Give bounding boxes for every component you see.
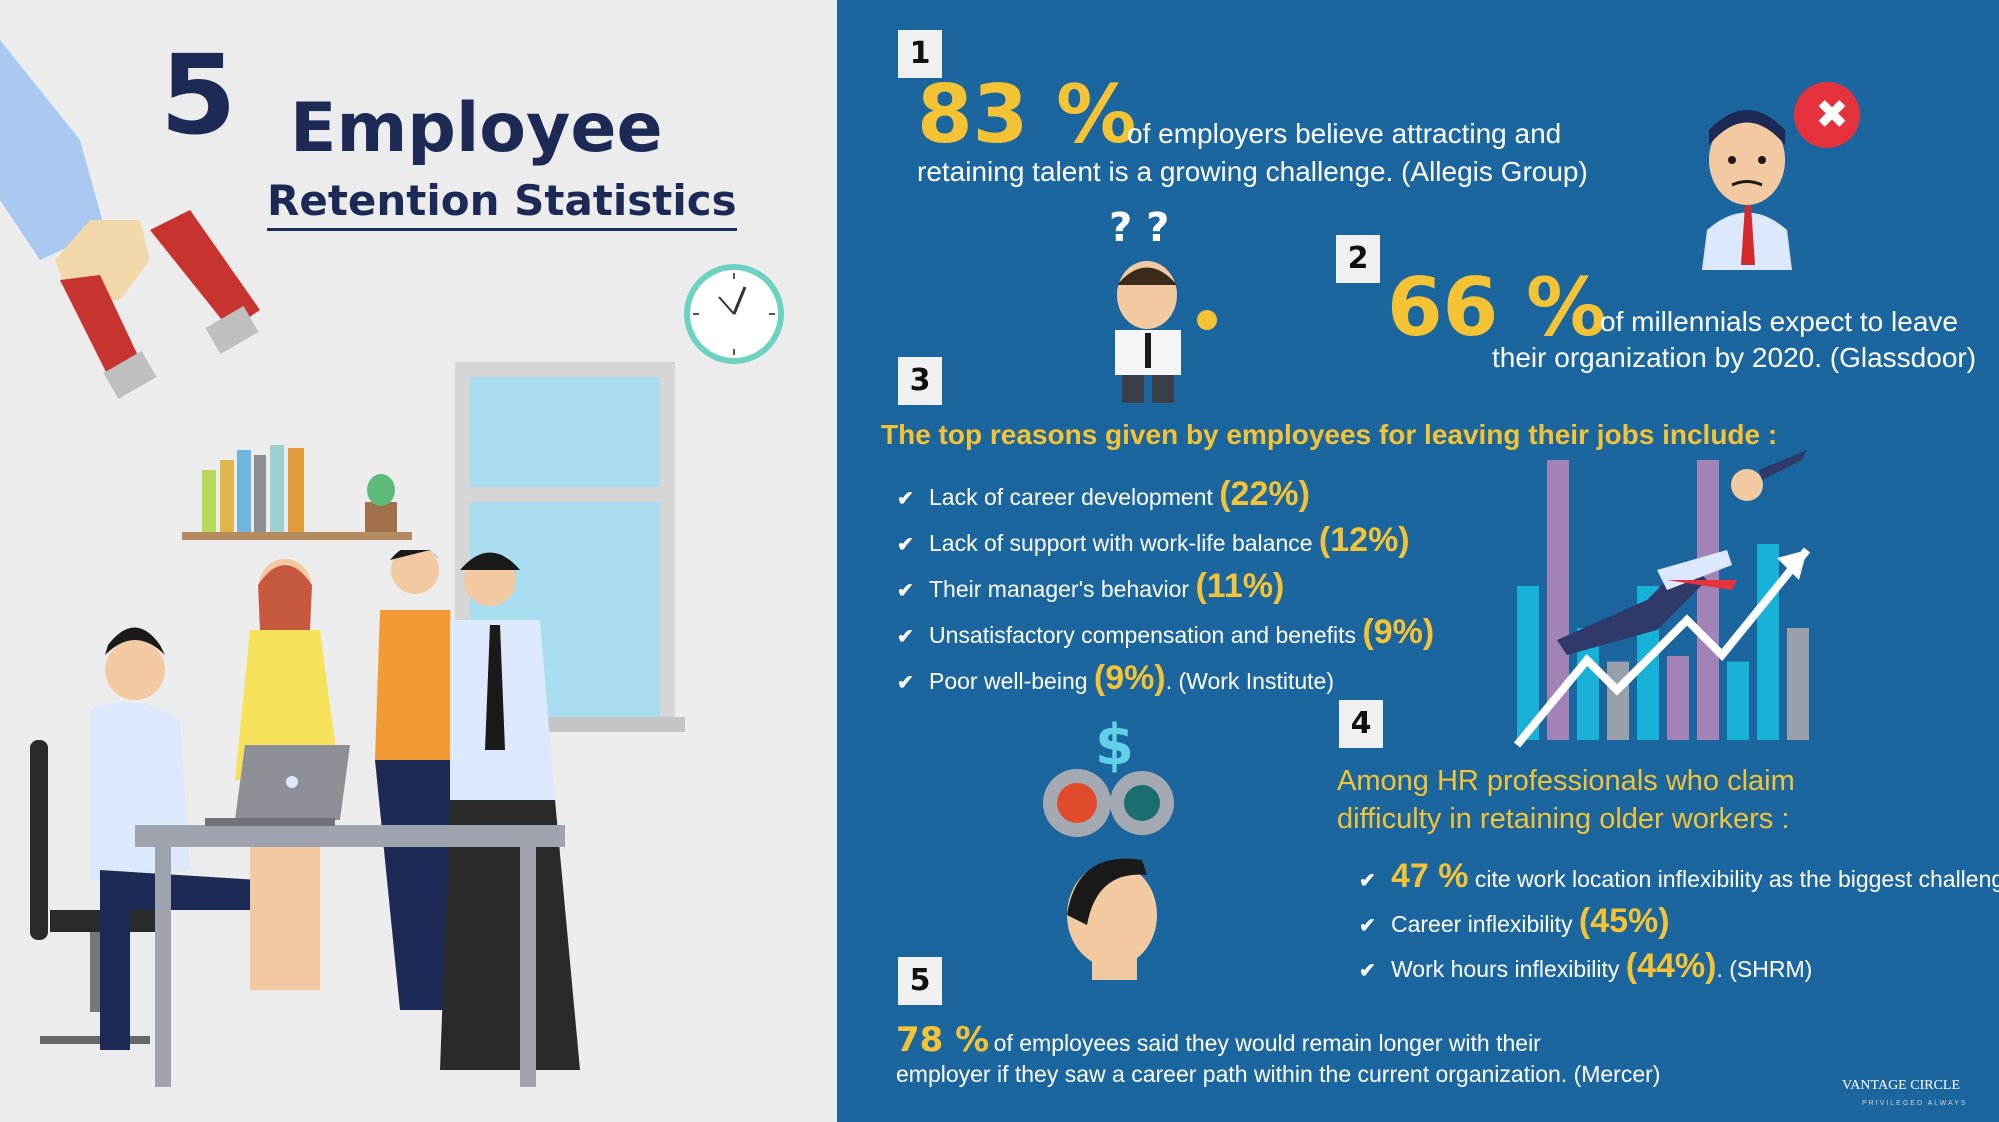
question-marks-icon: ? ? <box>1109 205 1170 251</box>
upset-man-illustration <box>1702 82 1860 270</box>
brand-name: VANTAGE CIRCLE <box>1842 1078 1961 1093</box>
hr-item: ✔ Work hours inflexibility (44%). (SHRM) <box>1359 947 1813 985</box>
title-subtitle: Retention Statistics <box>267 180 737 231</box>
check-icon: ✔ <box>1359 915 1376 937</box>
clock-icon <box>684 264 784 364</box>
stat-2-number-box: 2 <box>1336 235 1380 283</box>
reason-item: ✔ Lack of support with work-life balance … <box>897 521 1410 559</box>
chart-bar <box>1577 628 1599 740</box>
check-icon: ✔ <box>897 626 914 648</box>
chart-bar <box>1667 656 1689 740</box>
gears-head-illustration <box>1043 769 1174 980</box>
check-icon: ✔ <box>897 672 914 694</box>
hr-item: ✔ Career inflexibility (45%) <box>1359 902 1670 940</box>
check-icon: ✔ <box>897 534 914 556</box>
stat-1-number-box: 1 <box>898 30 942 78</box>
stat-3-heading: The top reasons given by employees for l… <box>881 419 1778 450</box>
stat-3-number-box: 3 <box>898 357 942 405</box>
stat-5-number-box: 5 <box>898 957 942 1005</box>
check-icon: ✔ <box>1359 960 1376 982</box>
stat-1-percent: 83 % <box>917 68 1137 161</box>
title-number: 5 <box>160 31 237 159</box>
stat-4-heading-line2: difficulty in retaining older workers : <box>1337 803 1790 835</box>
bookshelf-illustration <box>182 445 412 540</box>
reason-item: ✔ Their manager's behavior (11%) <box>897 567 1285 605</box>
stat-4-heading-line1: Among HR professionals who claim <box>1337 765 1795 797</box>
flying-businessman-illustration <box>1513 450 1811 748</box>
brand-logo: VANTAGE CIRCLE <box>1842 1078 1960 1094</box>
check-icon: ✔ <box>897 488 914 510</box>
hr-item: ✔ 47 % cite work location inflexibility a… <box>1359 857 1999 895</box>
stat-5-percent: 78 % <box>896 1020 990 1060</box>
dollar-icon: $ <box>1095 713 1134 778</box>
magnet-hand-illustration <box>0 40 260 399</box>
reason-item: ✔ Poor well-being (9%). (Work Institute) <box>897 659 1334 697</box>
stat-2-line1: of millennials expect to leave <box>1600 306 1958 337</box>
stat-5-line2: employer if they saw a career path withi… <box>896 1061 1661 1087</box>
title-word: Employee <box>290 89 663 168</box>
statistics-panel: 1 83 % of employers believe attracting a… <box>837 0 1999 1122</box>
stat-1-line1: of employers believe attracting and <box>1127 118 1562 149</box>
confused-man-illustration <box>1115 261 1217 403</box>
brand-tagline: PRIVILEGED ALWAYS <box>1862 1100 1968 1107</box>
chart-bar <box>1697 460 1719 740</box>
stat-4-number-box: 4 <box>1339 700 1383 748</box>
stat-5-line1-row: 78 % of employees said they would remain… <box>896 1020 1541 1060</box>
illustration-panel: 5 Employee Retention Statistics <box>0 0 837 1122</box>
close-icon: ✖ <box>1815 92 1849 138</box>
check-icon: ✔ <box>897 580 914 602</box>
reason-item: ✔ Lack of career development (22%) <box>897 475 1310 513</box>
chart-bar <box>1547 460 1569 740</box>
stat-2-line2: their organization by 2020. (Glassdoor) <box>1492 342 1977 373</box>
stat-2-percent: 66 % <box>1387 261 1607 354</box>
team-illustration <box>30 550 580 1087</box>
chart-bar <box>1517 586 1539 740</box>
check-icon: ✔ <box>1359 870 1376 892</box>
chart-bar <box>1787 628 1809 740</box>
reason-item: ✔ Unsatisfactory compensation and benefit… <box>897 613 1435 651</box>
stat-5-line1: of employees said they would remain long… <box>993 1030 1541 1056</box>
chart-bar <box>1727 661 1749 740</box>
stat-1-line2: retaining talent is a growing challenge.… <box>917 156 1588 187</box>
